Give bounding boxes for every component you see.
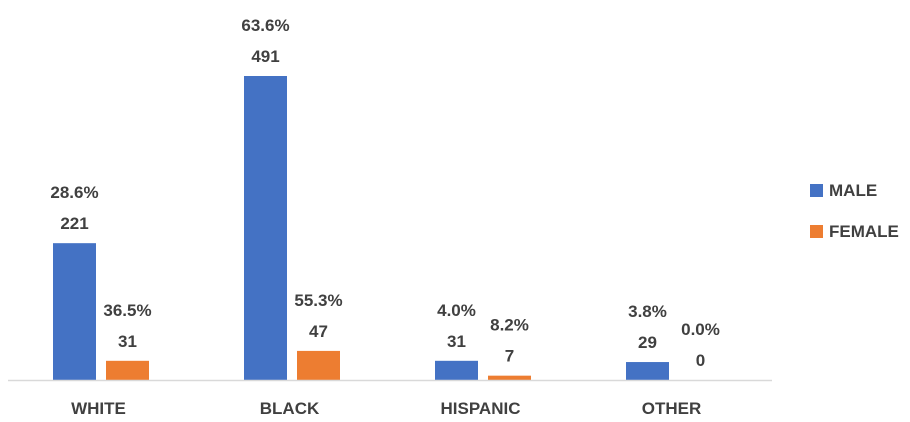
category-label-hispanic: HISPANIC [441, 399, 521, 418]
data-label-percent-male-hispanic: 4.0% [437, 301, 476, 320]
bars-layer [53, 76, 669, 380]
data-label-percent-female-hispanic: 8.2% [490, 316, 529, 335]
bar-male-hispanic [435, 360, 478, 380]
data-label-count-male-white: 221 [60, 214, 88, 233]
legend-label-male: MALE [829, 181, 877, 200]
data-label-count-male-black: 491 [251, 47, 279, 66]
bar-male-white [53, 243, 96, 380]
bar-male-other [626, 362, 669, 380]
bar-female-white [106, 360, 149, 380]
data-label-percent-female-black: 55.3% [294, 291, 342, 310]
category-labels-layer: WHITE BLACK HISPANIC OTHER [71, 399, 701, 418]
bar-female-hispanic [488, 375, 531, 380]
data-label-percent-male-black: 63.6% [241, 16, 289, 35]
data-labels-layer: 28.6% 221 36.5% 31 63.6% 491 55.3% 47 4.0% 31 8.2%… [50, 16, 719, 370]
category-label-white: WHITE [71, 399, 126, 418]
legend-label-female: FEMALE [829, 222, 899, 241]
data-label-count-female-other: 0 [696, 351, 705, 370]
category-label-other: OTHER [642, 399, 702, 418]
legend-swatch-female [810, 225, 823, 238]
data-label-count-female-black: 47 [309, 322, 328, 341]
data-label-percent-female-other: 0.0% [681, 320, 720, 339]
legend-swatch-male [810, 184, 823, 197]
data-label-percent-male-white: 28.6% [50, 183, 98, 202]
data-label-count-male-hispanic: 31 [447, 332, 466, 351]
category-label-black: BLACK [260, 399, 320, 418]
data-label-count-female-hispanic: 7 [505, 347, 514, 366]
legend: MALE FEMALE [810, 181, 899, 241]
data-label-count-male-other: 29 [638, 333, 657, 352]
data-label-percent-male-other: 3.8% [628, 302, 667, 321]
data-label-count-female-white: 31 [118, 332, 137, 351]
bar-female-black [297, 350, 340, 380]
bar-male-black [244, 76, 287, 380]
data-label-percent-female-white: 36.5% [103, 301, 151, 320]
